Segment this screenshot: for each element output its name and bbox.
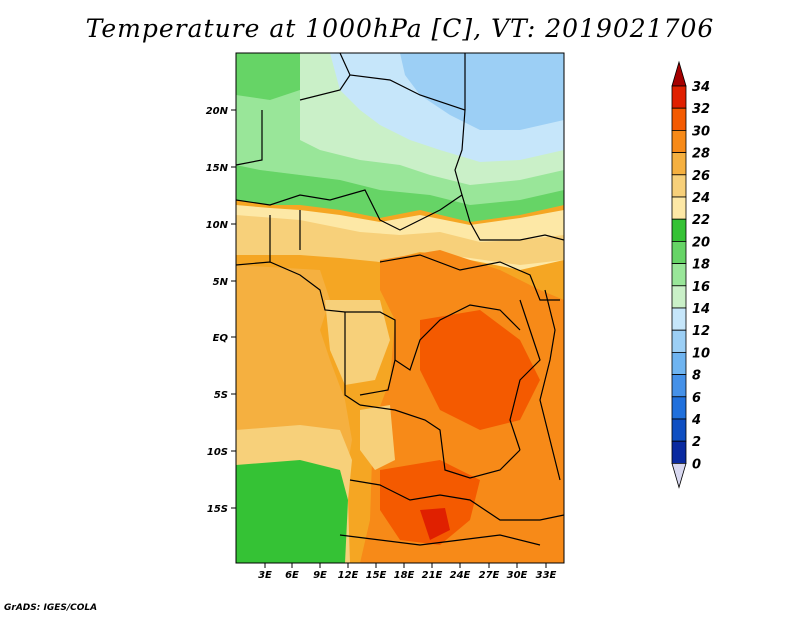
colorbar-swatch [671,285,687,309]
colorbar-swatch [671,351,687,375]
colorbar-swatch [671,129,687,153]
lon-tick-label: 12E [338,570,359,581]
lon-tick-label: 21E [422,570,443,581]
colorbar-swatch [671,263,687,287]
colorbar-label: 14 [692,302,710,317]
lon-tick-label: 9E [313,570,327,581]
lon-tick-label: 24E [450,570,471,581]
colorbar-label: 24 [692,191,710,206]
credit-text: GrADS: IGES/COLA [4,603,98,613]
lat-tick-label: EQ [213,333,229,344]
lon-tick-label: 30E [507,570,528,581]
colorbar-label: 2 [692,435,701,450]
colorbar-label: 20 [692,235,710,250]
country-borders [236,53,564,546]
colorbar-swatch [671,218,687,242]
colorbar-label: 26 [692,169,710,184]
colorbar-swatch [671,107,687,131]
colorbar-label: 8 [692,369,701,384]
lat-tick-label: 10N [206,220,229,231]
colorbar-bottom-arrow [671,462,687,489]
lon-tick-label: 27E [479,570,500,581]
colorbar-swatch [671,152,687,176]
colorbar-swatch [671,374,687,398]
map-frame [235,52,565,564]
colorbar-label: 34 [692,80,710,95]
colorbar-swatch [671,418,687,442]
lat-tick-label: 15N [206,163,229,174]
colorbar-swatch [671,440,687,464]
lat-tick-label: 5S [214,390,228,401]
colorbar-label: 16 [692,280,710,295]
colorbar-label: 32 [692,102,710,117]
colorbar-label: 0 [692,457,701,472]
colorbar-label: 4 [691,413,701,428]
colorbar-swatch [671,240,687,264]
longitude-axis: 3E 6E 9E 12E 15E 18E 21E 24E 27E 30E 33E [258,563,557,581]
colorbar-label: 30 [692,124,710,139]
latitude-axis: 20N 15N 10N 5N EQ 5S 10S 15S [206,106,236,515]
colorbar-swatch [671,174,687,198]
lon-tick-label: 3E [258,570,272,581]
lon-tick-label: 18E [394,570,415,581]
colorbar-top-arrow [671,60,687,87]
colorbar-label: 18 [692,258,710,273]
lon-tick-label: 6E [285,570,299,581]
colorbar-label: 22 [692,213,710,228]
colorbar-label: 12 [692,324,710,339]
colorbar-swatch [671,329,687,353]
colorbar-label: 10 [692,346,710,361]
colorbar-label: 28 [692,147,710,162]
colorbar-label: 6 [692,391,701,406]
chart-title: Temperature at 1000hPa [C], VT: 20190217… [85,14,715,43]
colorbar-swatch [671,85,687,109]
temperature-field [236,53,564,563]
lat-tick-label: 15S [207,504,228,515]
lat-tick-label: 5N [213,277,229,288]
colorbar-swatch [671,396,687,420]
lat-tick-label: 10S [207,447,228,458]
colorbar-swatch [671,196,687,220]
colorbar-swatch [671,307,687,331]
lon-tick-label: 33E [536,570,557,581]
lat-tick-label: 20N [206,106,229,117]
lon-tick-label: 15E [366,570,387,581]
